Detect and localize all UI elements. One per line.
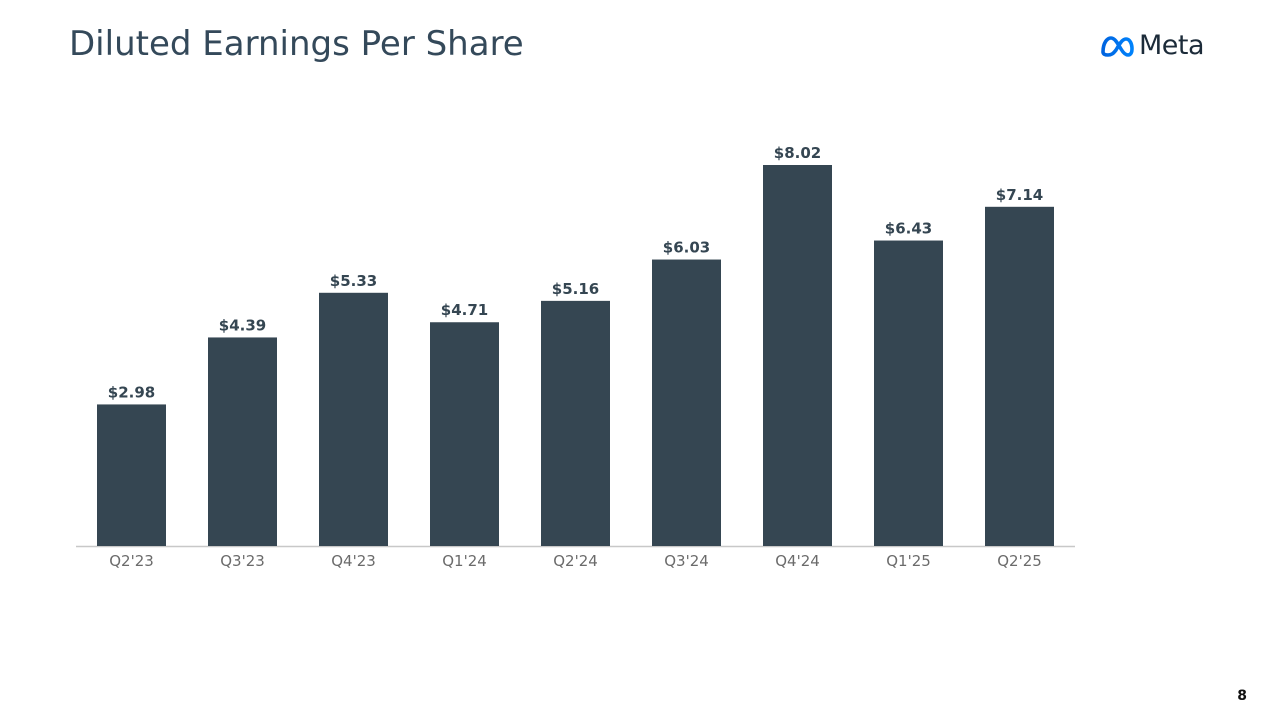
page-number: 8 xyxy=(1237,688,1247,704)
bar-3 xyxy=(430,322,499,546)
value-label-1: $4.39 xyxy=(219,316,266,334)
value-label-8: $7.14 xyxy=(996,186,1043,204)
bar-6 xyxy=(763,165,832,546)
value-label-4: $5.16 xyxy=(552,280,599,298)
bar-2 xyxy=(319,292,388,546)
value-label-3: $4.71 xyxy=(441,301,488,319)
x-tick-label-3: Q1'24 xyxy=(442,552,487,570)
value-labels-group: $2.98 $4.39 $5.33 $4.71 $5.16 $6.03 $8.02 $6.43… xyxy=(108,144,1043,401)
bar-8 xyxy=(985,206,1054,546)
x-tick-label-6: Q4'24 xyxy=(775,552,820,570)
x-tick-label-1: Q3'23 xyxy=(220,552,265,570)
x-tick-label-2: Q4'23 xyxy=(331,552,376,570)
x-tick-label-7: Q1'25 xyxy=(886,552,931,570)
bar-0 xyxy=(97,404,166,546)
meta-logo-text: Meta xyxy=(1139,30,1205,61)
bar-1 xyxy=(208,337,277,546)
value-label-7: $6.43 xyxy=(885,220,932,238)
x-tick-labels-group: Q2'23 Q3'23 Q4'23 Q1'24 Q2'24 Q3'24 Q4'24 Q1'25… xyxy=(109,552,1042,570)
page-title: Diluted Earnings Per Share xyxy=(69,24,524,64)
value-label-2: $5.33 xyxy=(330,272,377,290)
x-tick-label-0: Q2'23 xyxy=(109,552,154,570)
x-tick-label-8: Q2'25 xyxy=(997,552,1042,570)
bar-5 xyxy=(652,259,721,546)
meta-infinity-logo-icon xyxy=(1101,35,1134,57)
value-label-5: $6.03 xyxy=(663,239,710,257)
bars-group xyxy=(97,165,1054,546)
value-label-6: $8.02 xyxy=(774,144,821,162)
bar-4 xyxy=(541,300,610,546)
x-tick-label-5: Q3'24 xyxy=(664,552,709,570)
x-tick-label-4: Q2'24 xyxy=(553,552,598,570)
bar-7 xyxy=(874,240,943,546)
value-label-0: $2.98 xyxy=(108,383,155,401)
meta-logo: Meta xyxy=(1099,30,1205,61)
